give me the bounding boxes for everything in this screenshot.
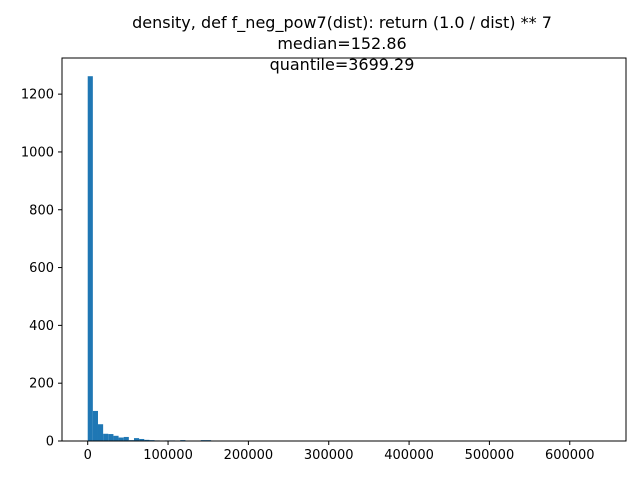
x-tick-label: 400000 [384,448,434,463]
chart-title-line-3: quantile=3699.29 [269,55,415,74]
histogram-bar [87,76,93,442]
y-axis-ticks: 0 200 400 600 800 1000 1200 [21,88,62,450]
chart-title-line-1: density, def f_neg_pow7(dist): return (1… [132,13,552,32]
x-tick-label: 500000 [465,448,515,463]
histogram-bar [103,433,109,441]
histogram-bar [97,424,104,441]
y-tick-label: 1000 [21,145,54,160]
x-tick-label: 300000 [304,448,354,463]
histogram-bar [118,437,124,441]
plot-frame [61,57,627,442]
histogram-bar [139,438,145,441]
y-tick-label: 400 [29,319,54,334]
y-tick-label: 0 [46,435,54,450]
histogram-bar [113,435,119,441]
y-tick-label: 800 [29,203,54,218]
y-tick-label: 200 [29,377,54,392]
histogram-bar [108,434,114,441]
x-tick-label: 600000 [545,448,595,463]
x-tick-label: 200000 [224,448,274,463]
chart-title: density, def f_neg_pow7(dist): return (1… [22,12,640,75]
histogram-bar [92,410,98,441]
histogram-bar [123,436,129,441]
y-tick-label: 1200 [21,88,54,103]
histogram-bar [144,439,150,441]
histogram-bars [87,76,602,442]
x-tick-label: 100000 [143,448,193,463]
y-tick-label: 600 [29,261,54,276]
histogram-bar [133,438,140,441]
x-axis-ticks: 0 100000 200000 300000 400000 500000 600000 [84,441,595,463]
x-tick-label: 0 [84,448,92,463]
chart-title-line-2: median=152.86 [277,34,407,53]
